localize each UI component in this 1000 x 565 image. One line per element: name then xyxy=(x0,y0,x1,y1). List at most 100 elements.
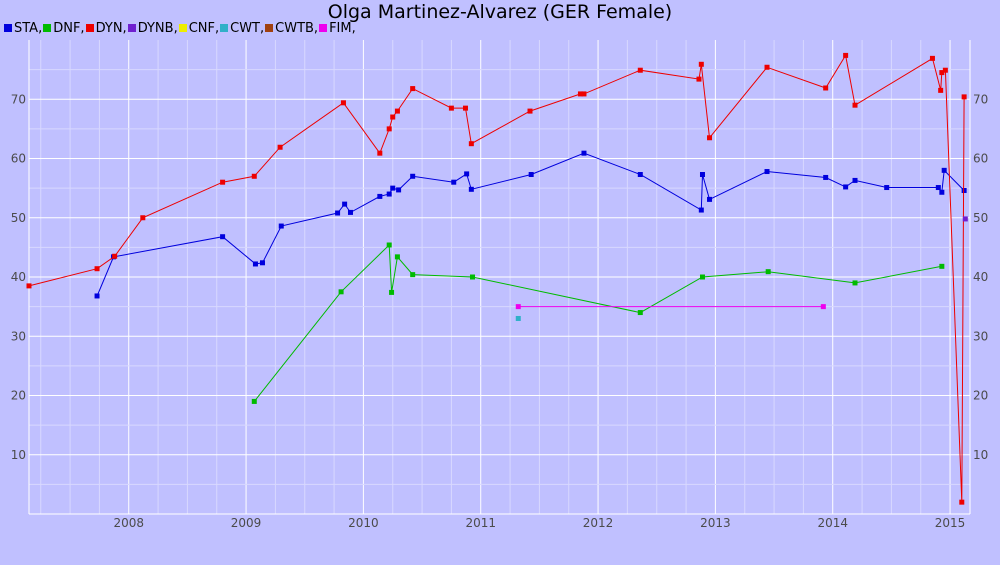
legend-item: DYN, xyxy=(85,20,127,36)
series-cwt xyxy=(515,315,521,321)
data-point-dnf xyxy=(470,274,476,280)
data-point-sta xyxy=(451,179,457,185)
series-line-dnf xyxy=(253,243,942,402)
data-point-dyn xyxy=(929,55,935,61)
legend-item: DYNB, xyxy=(127,21,178,36)
data-point-dyn xyxy=(938,87,944,93)
series-dnf xyxy=(251,242,945,404)
y-tick-label-left: 60 xyxy=(11,152,26,166)
data-point-dyn xyxy=(581,91,587,97)
data-point-dyn xyxy=(220,179,226,185)
data-point-sta xyxy=(884,185,890,191)
data-point-sta xyxy=(823,174,829,180)
data-point-dynb xyxy=(962,216,968,222)
data-point-dnf xyxy=(637,310,643,316)
data-point-sta xyxy=(852,177,858,183)
data-point-dyn xyxy=(277,144,283,150)
chart-axes xyxy=(28,40,971,515)
series-sta xyxy=(94,150,967,299)
data-point-dyn xyxy=(386,126,392,132)
legend-swatch xyxy=(4,24,12,32)
data-point-dnf xyxy=(765,269,771,275)
data-point-dyn xyxy=(468,141,474,147)
x-tick-label: 2015 xyxy=(935,516,966,530)
legend-item: FIM, xyxy=(319,21,356,36)
data-point-sta xyxy=(939,189,945,195)
data-point-dyn xyxy=(527,108,533,114)
data-point-sta xyxy=(468,186,474,192)
data-point-sta xyxy=(699,171,705,177)
legend-label: DYN, xyxy=(95,20,127,36)
legend-label: STA, xyxy=(14,20,43,36)
legend-label: CWTB, xyxy=(275,20,319,36)
x-tick-label: 2009 xyxy=(231,516,262,530)
x-axis-ticks: 2008 2009 2010 2011 2012 2013 2014 2015 xyxy=(113,516,965,530)
y-tick-label-left: 10 xyxy=(11,448,26,462)
data-point-sta xyxy=(764,169,770,175)
data-point-dyn xyxy=(637,67,643,73)
data-point-dyn xyxy=(251,173,257,179)
data-point-fim xyxy=(820,304,826,310)
data-point-sta xyxy=(220,234,226,240)
data-point-sta xyxy=(94,293,100,299)
y-tick-label-left: 40 xyxy=(11,270,26,284)
data-point-dyn xyxy=(377,150,383,156)
legend-label: CNF, xyxy=(188,20,220,36)
x-tick-label: 2011 xyxy=(465,516,496,530)
data-point-dyn xyxy=(410,86,416,92)
data-point-dyn xyxy=(764,64,770,70)
data-point-sta xyxy=(278,223,284,229)
y-tick-label-right: 20 xyxy=(973,389,988,403)
legend-swatch xyxy=(43,24,52,32)
data-point-sta xyxy=(941,167,947,173)
data-point-dyn xyxy=(843,52,849,58)
y-tick-label-right: 10 xyxy=(973,448,988,462)
data-point-dnf xyxy=(338,289,344,295)
data-point-sta xyxy=(390,185,396,191)
legend-swatch xyxy=(178,24,187,32)
y-tick-label-right: 30 xyxy=(973,329,988,343)
data-point-sta xyxy=(935,185,941,191)
data-point-dnf xyxy=(386,242,392,248)
y-tick-label-right: 40 xyxy=(973,270,988,284)
y-tick-label-left: 70 xyxy=(11,92,26,106)
data-point-dyn xyxy=(26,283,32,289)
legend-label: FIM, xyxy=(329,20,356,36)
legend-item: CNF, xyxy=(178,20,220,36)
data-point-dyn xyxy=(577,91,583,97)
data-point-dyn xyxy=(394,108,400,114)
data-point-dyn xyxy=(852,102,858,108)
data-point-sta xyxy=(464,171,470,177)
x-tick-label: 2014 xyxy=(817,516,848,530)
chart-grid xyxy=(29,40,970,514)
series-dynb xyxy=(962,216,968,222)
chart-legend: STA, DNF, DYN, DYNB, CNF, CWT, CWTB, FIM, xyxy=(4,20,357,36)
data-point-dyn xyxy=(390,114,396,120)
data-point-dnf xyxy=(389,289,395,295)
x-tick-label: 2008 xyxy=(113,516,144,530)
y-tick-label-left: 20 xyxy=(11,389,26,403)
data-point-dnf xyxy=(699,274,705,280)
y-tick-label-left: 50 xyxy=(11,211,26,225)
chart-title: Olga Martinez-Alvarez (GER Female) xyxy=(327,1,673,23)
data-point-sta xyxy=(259,260,265,266)
x-tick-label: 2010 xyxy=(348,516,379,530)
legend-item: DNF, xyxy=(43,20,85,36)
legend-swatch xyxy=(220,24,229,32)
data-point-dyn xyxy=(94,266,100,272)
legend-label: DNF, xyxy=(53,20,85,36)
legend-swatch xyxy=(127,24,136,32)
data-point-dnf xyxy=(939,263,945,269)
data-point-dyn xyxy=(959,499,965,505)
data-point-dyn xyxy=(112,253,118,259)
data-point-dnf xyxy=(394,254,400,260)
series-fim xyxy=(515,304,826,310)
data-point-sta xyxy=(396,187,402,193)
data-point-sta xyxy=(347,209,353,215)
y-tick-label-right: 70 xyxy=(973,92,988,106)
data-point-dyn xyxy=(823,85,829,91)
data-point-sta xyxy=(698,207,704,213)
x-tick-label: 2013 xyxy=(700,516,731,530)
y-tick-label-right: 60 xyxy=(973,152,988,166)
